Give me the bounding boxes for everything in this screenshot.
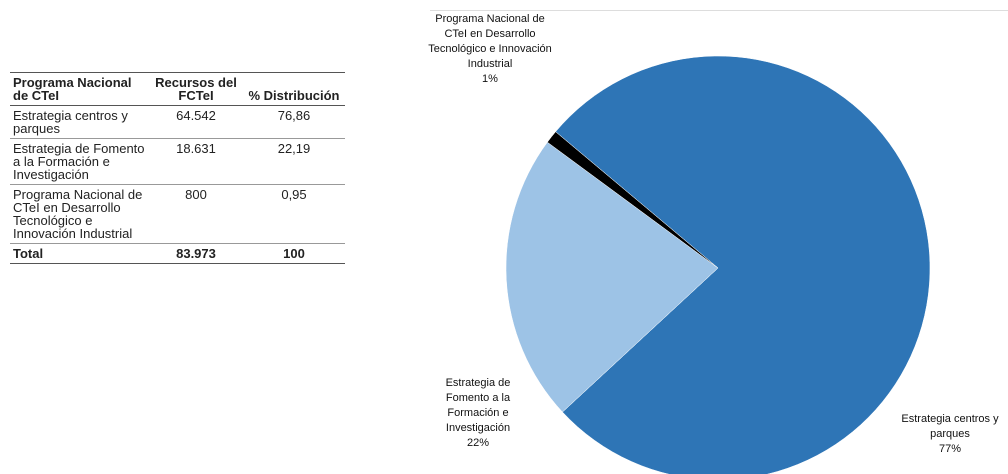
table-row: Programa Nacional de CTeI en Desarrollo …	[10, 184, 345, 244]
table-cell: 800	[149, 184, 244, 244]
table-cell: 64.542	[149, 105, 244, 139]
slice-label: Estrategia de Fomento a la Formación e I…	[428, 376, 528, 451]
slice-label: Programa Nacional de CTeI en Desarrollo …	[428, 12, 552, 87]
table-row: Total 83.973 100	[10, 243, 345, 264]
table-cell: 18.631	[149, 138, 244, 185]
slice-value: 77%	[938, 443, 962, 455]
table-cell: 0,95	[244, 184, 345, 244]
table-cell: 83.973	[149, 243, 244, 264]
table-cell: Estrategia de Fomento a la Formación e I…	[10, 138, 149, 185]
slice-category: Estrategia centros y parques	[901, 413, 999, 440]
table-cell: 22,19	[244, 138, 345, 185]
table-cell: Programa Nacional de CTeI en Desarrollo …	[10, 184, 149, 244]
table-row: Estrategia de Fomento a la Formación e I…	[10, 138, 345, 185]
slice-value: 1%	[482, 73, 498, 85]
pie-slice	[505, 141, 719, 413]
header-cell: Recursos del FCTeI	[149, 72, 244, 106]
header-cell: % Distribución	[244, 72, 345, 106]
table-row: Estrategia centros y parques 64.542 76,86	[10, 105, 345, 139]
pie-slice	[547, 131, 719, 269]
table-cell: 76,86	[244, 105, 345, 139]
resources-table: Programa Nacional de CTeI Recursos del F…	[10, 72, 345, 264]
frame-line	[430, 10, 1008, 11]
table-cell: 100	[244, 243, 345, 264]
slice-category: Estrategia de Fomento a la Formación e I…	[445, 377, 511, 434]
slice-value: 22%	[466, 437, 490, 449]
table-cell: Estrategia centros y parques	[10, 105, 149, 139]
slice-category: Programa Nacional de CTeI en Desarrollo …	[428, 13, 552, 70]
header-cell: Programa Nacional de CTeI	[10, 72, 149, 106]
slice-label: Estrategia centros y parques 77%	[890, 412, 1008, 457]
table-cell: Total	[10, 243, 149, 264]
pie-slice	[555, 55, 931, 474]
